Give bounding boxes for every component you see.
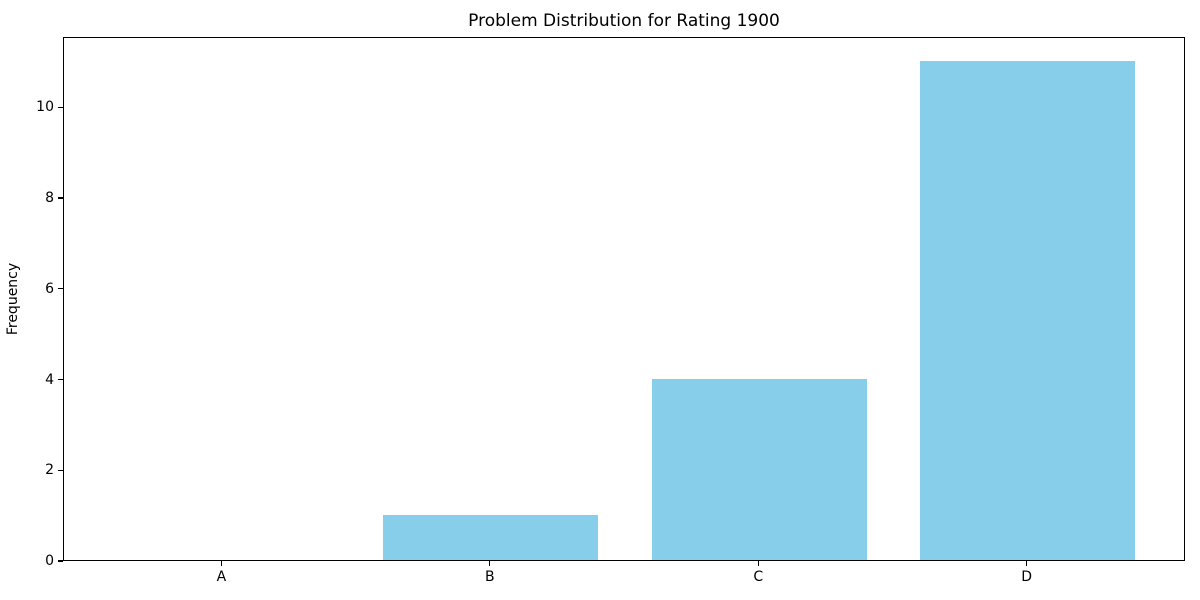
plot-area (63, 37, 1185, 561)
y-tick-mark-10 (58, 106, 63, 108)
bar-C (651, 378, 867, 560)
y-tick-label-0: 0 (45, 553, 54, 569)
x-tick-label-C: C (753, 569, 764, 585)
y-tick-mark-8 (58, 197, 63, 199)
y-tick-label-2: 2 (45, 462, 54, 479)
x-tick-label-D: D (1021, 569, 1033, 585)
y-tick-mark-6 (58, 288, 63, 290)
y-tick-mark-0 (58, 560, 63, 562)
y-axis-label: Frequency (5, 262, 21, 336)
x-tick-mark-B (489, 561, 491, 566)
y-tick-label-8: 8 (45, 190, 54, 207)
bar-D (920, 60, 1135, 560)
x-tick-label-B: B (484, 569, 495, 585)
y-tick-label-4: 4 (45, 371, 54, 388)
y-tick-label-10: 10 (36, 99, 54, 116)
y-tick-mark-4 (58, 378, 63, 381)
y-tick-label-6: 6 (45, 280, 54, 297)
x-tick-mark-D (1025, 561, 1028, 566)
x-tick-mark-A (220, 561, 222, 566)
bar-B (383, 514, 599, 560)
y-tick-mark-2 (58, 469, 63, 471)
x-tick-label-A: A (216, 569, 227, 585)
chart-title: Problem Distribution for Rating 1900 (468, 11, 780, 31)
x-tick-mark-C (757, 561, 759, 566)
